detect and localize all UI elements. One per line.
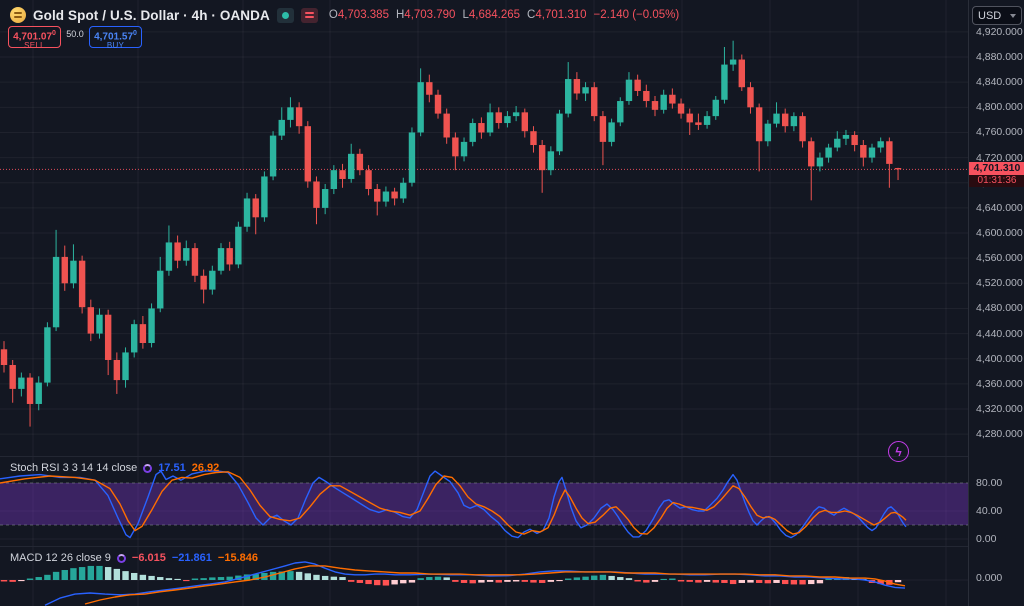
axis-tick-label: 0.00 xyxy=(976,533,997,545)
spread-value: 50.0 xyxy=(66,29,84,39)
bar-countdown: 01:31:36 xyxy=(969,175,1024,187)
axis-tick-label: 4,480.000 xyxy=(976,302,1023,315)
gold-coin-icon xyxy=(10,7,26,23)
macd-hist-value: −6.015 xyxy=(131,552,166,564)
axis-tick-label: 80.00 xyxy=(976,477,1003,489)
indicator-loading-icon xyxy=(116,553,126,563)
axis-tick-label: 4,760.000 xyxy=(976,126,1023,139)
axis-tick-label: 4,520.000 xyxy=(976,277,1023,290)
flash-icon[interactable]: ϟ xyxy=(888,441,909,462)
chevron-down-icon xyxy=(1010,13,1016,18)
chart-graphics xyxy=(0,0,968,606)
axis-tick-label: 4,800.000 xyxy=(976,101,1023,114)
candle-pattern-icon[interactable] xyxy=(300,7,318,23)
last-price-value: 4,701.310 xyxy=(969,162,1024,175)
price-axis[interactable]: USD 4,920.000 4,880.000 4,840.000 4,800.000… xyxy=(968,0,1024,606)
macd-legend: MACD 12 26 close 9 −6.015 −21.861 −15.84… xyxy=(10,552,258,564)
pane-separator[interactable] xyxy=(0,546,970,547)
axis-tick-label: 0.000 xyxy=(976,572,1003,584)
symbol-title[interactable]: Gold Spot / U.S. Dollar · 4h · OANDA xyxy=(33,7,270,23)
macd-title[interactable]: MACD 12 26 close 9 xyxy=(10,552,111,564)
market-status-icon[interactable] xyxy=(276,7,294,23)
axis-tick-label: 4,640.000 xyxy=(976,201,1023,214)
axis-tick-label: 40.00 xyxy=(976,505,1003,517)
axis-tick-label: 4,560.000 xyxy=(976,252,1023,265)
axis-tick-label: 4,840.000 xyxy=(976,76,1023,89)
macd-signal-value: −15.846 xyxy=(217,552,258,564)
trade-buttons: 4,701.070 SELL 50.0 4,701.570 BUY xyxy=(8,26,142,50)
stoch-rsi-legend: Stoch RSI 3 3 14 14 close 17.51 26.92 xyxy=(10,462,219,474)
last-price-badge: 4,701.310 01:31:36 xyxy=(969,162,1024,187)
axis-tick-label: 4,280.000 xyxy=(976,428,1023,441)
axis-tick-label: 4,360.000 xyxy=(976,377,1023,390)
axis-tick-label: 4,600.000 xyxy=(976,227,1023,240)
indicator-loading-icon xyxy=(143,463,153,473)
axis-tick-label: 4,880.000 xyxy=(976,51,1023,64)
currency-dropdown[interactable]: USD xyxy=(972,6,1022,25)
stoch-d-value: 26.92 xyxy=(191,462,220,474)
pane-separator[interactable] xyxy=(0,456,970,457)
stoch-rsi-title[interactable]: Stoch RSI 3 3 14 14 close xyxy=(10,462,138,474)
axis-tick-label: 4,400.000 xyxy=(976,352,1023,365)
stoch-k-value: 17.51 xyxy=(158,462,186,474)
symbol-header: Gold Spot / U.S. Dollar · 4h · OANDA O4,… xyxy=(10,7,679,23)
buy-button[interactable]: 4,701.570 BUY xyxy=(89,26,142,50)
axis-tick-label: 4,320.000 xyxy=(976,403,1023,415)
axis-tick-label: 4,440.000 xyxy=(976,327,1023,340)
macd-line-value: −21.861 xyxy=(171,552,212,564)
change-readout: −2.140 (−0.05%) xyxy=(593,9,680,21)
sell-button[interactable]: 4,701.070 SELL xyxy=(8,26,61,50)
axis-tick-label: 4,920.000 xyxy=(976,25,1023,38)
axis-tick-label: 4,720.000 xyxy=(976,151,1023,164)
ohlc-readout: O4,703.385 H4,703.790 L4,684.265 C4,701.… xyxy=(328,9,680,21)
